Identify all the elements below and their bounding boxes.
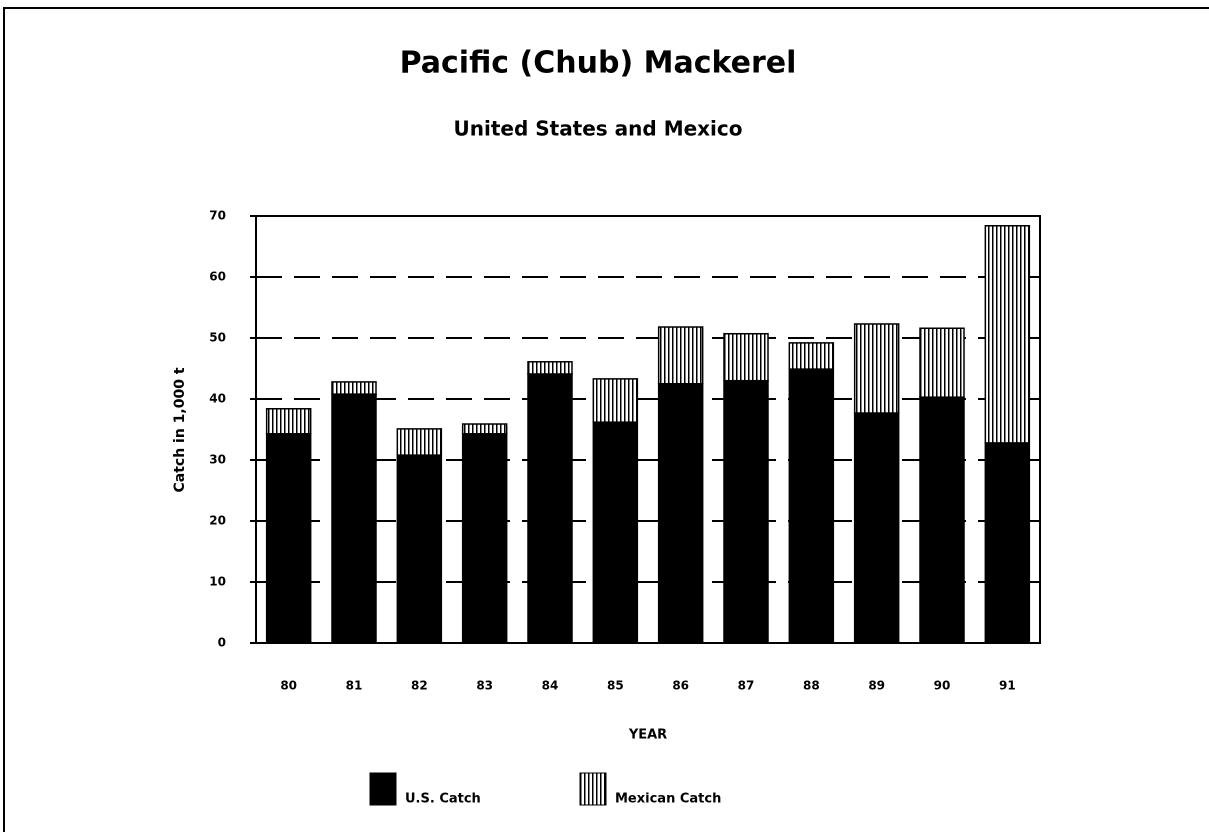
bar-segment bbox=[592, 378, 639, 423]
x-tick-label: 88 bbox=[803, 679, 820, 693]
bar-segment bbox=[657, 326, 704, 385]
y-tick-label: 70 bbox=[209, 209, 226, 223]
y-tick-label: 50 bbox=[209, 331, 226, 345]
bar-segment bbox=[788, 368, 835, 644]
x-tick-label: 86 bbox=[672, 679, 689, 693]
bar-segment bbox=[331, 381, 377, 395]
bar-segment bbox=[461, 433, 508, 644]
y-tick-label: 10 bbox=[209, 575, 226, 589]
legend-swatch bbox=[369, 772, 397, 806]
x-tick-label: 91 bbox=[999, 679, 1016, 693]
x-tick-label: 80 bbox=[280, 679, 297, 693]
x-tick-label: 87 bbox=[738, 679, 755, 693]
bar-segment bbox=[723, 332, 769, 382]
bar-segment bbox=[788, 342, 835, 370]
x-axis-label: YEAR bbox=[628, 728, 667, 743]
x-tick-label: 81 bbox=[346, 679, 363, 693]
bar-segment bbox=[853, 323, 900, 414]
bar-segment bbox=[527, 373, 573, 644]
chart-title: Pacific (Chub) Mackerel bbox=[400, 46, 797, 81]
x-tick-label: 83 bbox=[476, 679, 493, 693]
bar-segment bbox=[331, 393, 377, 644]
y-tick-label: 60 bbox=[209, 270, 226, 284]
bar-segment bbox=[396, 454, 443, 644]
frame bbox=[3, 7, 1209, 832]
legend-swatch bbox=[579, 772, 607, 806]
x-tick-label: 89 bbox=[868, 679, 885, 693]
legend-label: U.S. Catch bbox=[405, 792, 481, 807]
x-tick-label: 82 bbox=[411, 679, 428, 693]
bar-segment bbox=[919, 327, 965, 398]
bar-segment bbox=[592, 421, 639, 644]
y-tick-label: 30 bbox=[209, 453, 226, 467]
bar-segment bbox=[265, 433, 312, 644]
y-tick-label: 40 bbox=[209, 392, 226, 406]
chart-subtitle: United States and Mexico bbox=[453, 117, 742, 141]
x-tick-label: 90 bbox=[934, 679, 951, 693]
bar-segment bbox=[461, 423, 508, 435]
bar-segment bbox=[853, 412, 900, 644]
plot-frame bbox=[255, 215, 1041, 644]
bar-segment bbox=[919, 396, 965, 644]
bar-segment bbox=[723, 379, 769, 644]
bar-segment bbox=[657, 383, 704, 644]
x-tick-label: 85 bbox=[607, 679, 624, 693]
bar-segment bbox=[984, 225, 1031, 444]
y-tick-label: 20 bbox=[209, 514, 226, 528]
x-tick-label: 84 bbox=[542, 679, 559, 693]
bar-segment bbox=[527, 361, 573, 375]
y-axis-label: Catch in 1,000 t bbox=[172, 367, 188, 492]
legend-label: Mexican Catch bbox=[615, 792, 721, 807]
bar-segment bbox=[984, 442, 1031, 644]
y-tick-label: 0 bbox=[218, 636, 226, 650]
bar-segment bbox=[396, 428, 443, 456]
bar-segment bbox=[265, 408, 312, 435]
